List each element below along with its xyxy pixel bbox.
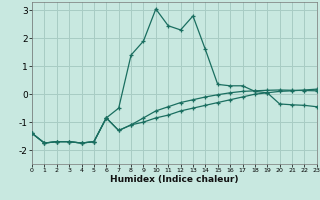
X-axis label: Humidex (Indice chaleur): Humidex (Indice chaleur) (110, 175, 239, 184)
